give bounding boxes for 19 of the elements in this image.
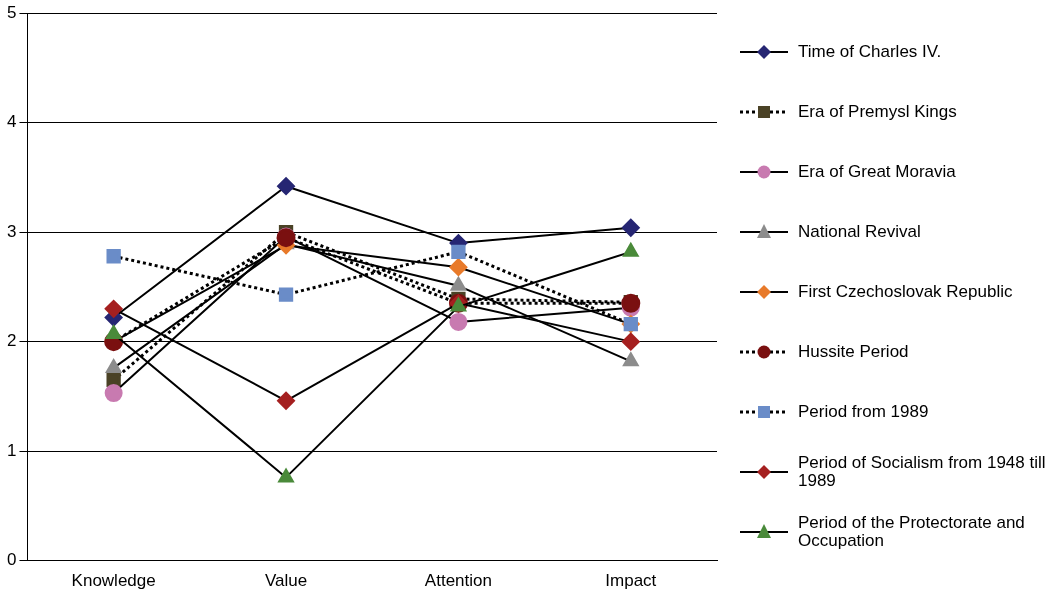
legend-label: Era of Great Moravia — [798, 162, 956, 181]
legend-label: First Czechoslovak Republic — [798, 282, 1013, 301]
y-tick-label: 0 — [6, 550, 17, 570]
x-tick-label: Value — [264, 571, 308, 591]
legend-label: National Revival — [798, 222, 921, 241]
legend-label: Period from 1989 — [798, 402, 929, 421]
legend-label: Period of Socialism from 1948 till 1989 — [798, 453, 1047, 490]
y-tick-label: 2 — [6, 331, 17, 351]
y-tick-label: 5 — [6, 2, 17, 22]
legend-label: Time of Charles IV. — [798, 42, 942, 61]
legend-label: Era of Premysl Kings — [798, 102, 957, 121]
x-tick-label: Attention — [424, 571, 492, 591]
x-tick-label: Knowledge — [71, 571, 156, 591]
y-tick-label: 4 — [6, 112, 17, 132]
legend-label: Period of the Protectorate and Occupation — [798, 513, 1026, 550]
y-tick-label: 3 — [6, 221, 17, 241]
x-tick-label: Impact — [605, 571, 657, 591]
y-tick-label: 1 — [6, 440, 17, 460]
legend-label: Hussite Period — [798, 342, 909, 361]
